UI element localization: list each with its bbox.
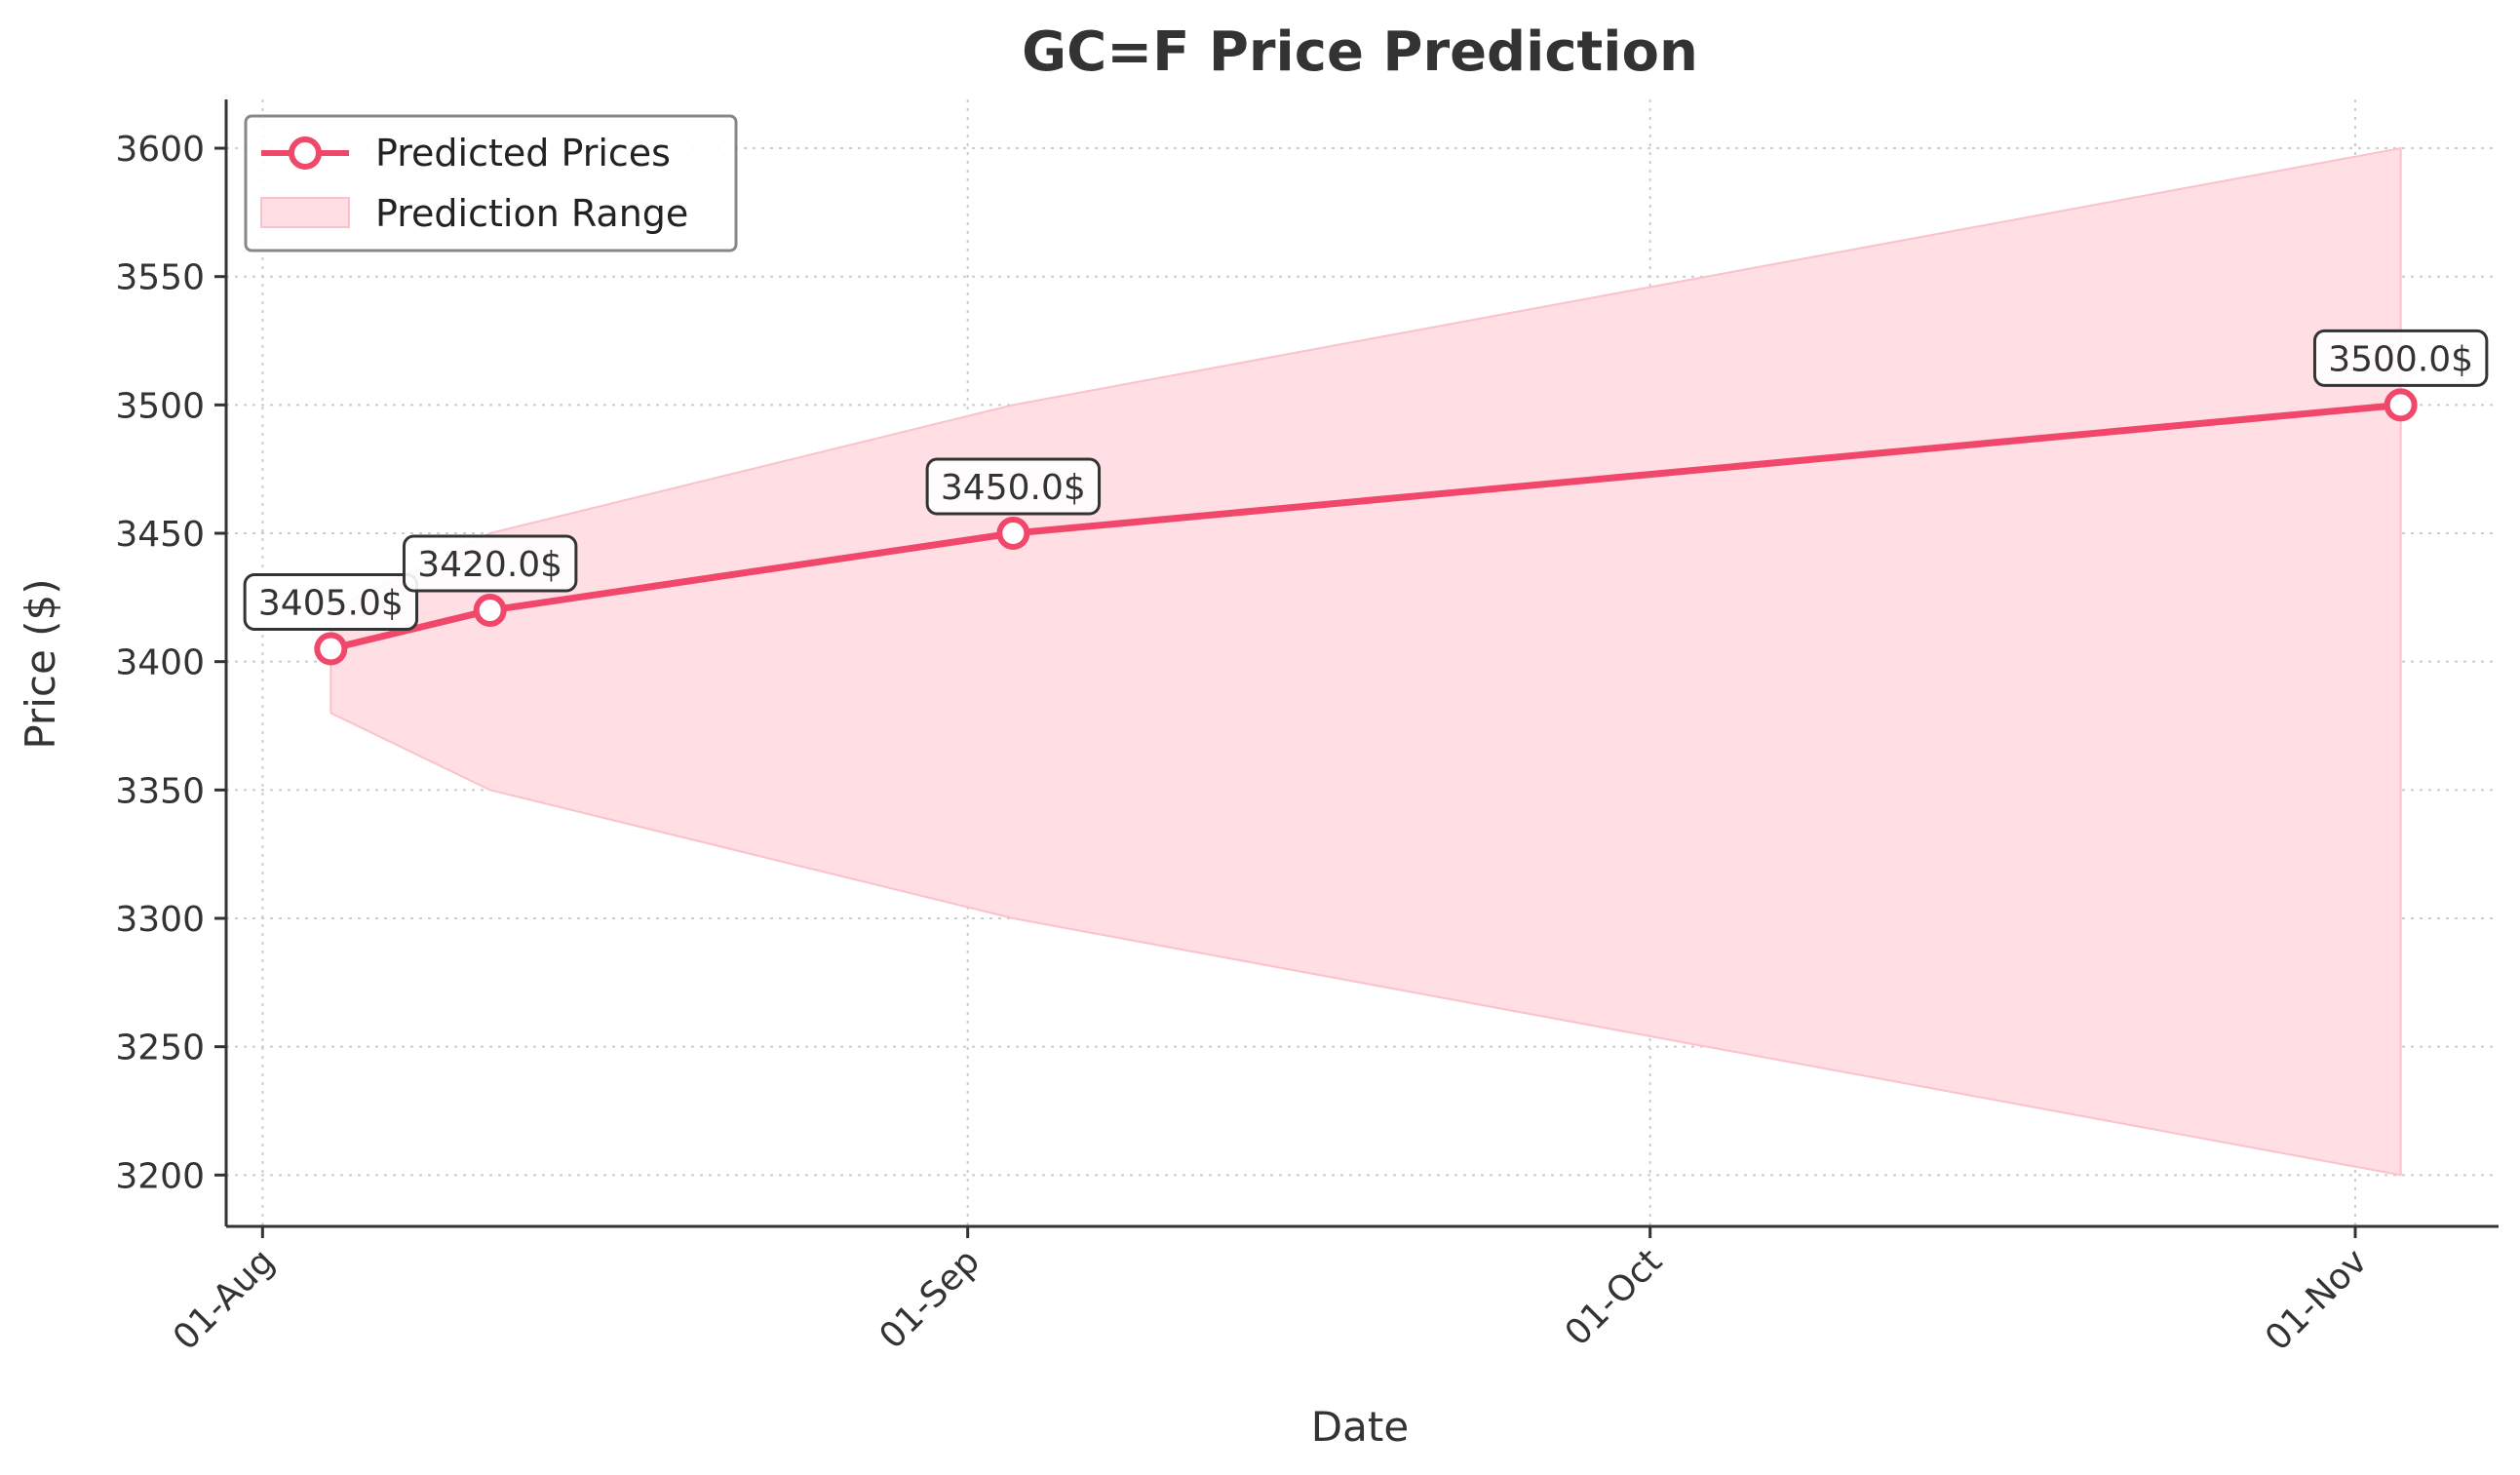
legend-range-swatch <box>260 197 350 228</box>
legend-label-range: Prediction Range <box>375 192 688 235</box>
y-tick-label: 3600 <box>115 130 205 170</box>
data-label-text: 3500.0$ <box>2328 339 2473 379</box>
x-tick-label: 01-Sep <box>872 1241 988 1357</box>
data-label-box <box>925 457 1102 516</box>
axes <box>214 99 2499 1238</box>
data-label-text: 3420.0$ <box>417 545 562 585</box>
y-tick-label: 3550 <box>115 258 205 298</box>
y-tick-label: 3200 <box>115 1156 205 1196</box>
x-tick-label: 01-Oct <box>1558 1241 1670 1353</box>
predicted-price-marker <box>996 517 1030 551</box>
data-labels: 3405.0$ 3420.0$ 3450.0$ 3500.0$ <box>243 329 2489 632</box>
data-label-text: 3405.0$ <box>258 584 404 624</box>
x-tick-label: 01-Nov <box>2258 1241 2375 1358</box>
data-label-text: 3450.0$ <box>941 468 1086 508</box>
y-axis-label: Price ($) <box>17 578 64 749</box>
prediction-range-area <box>330 146 2402 1177</box>
chart-title: GC=F Price Prediction <box>1022 20 1698 84</box>
predicted-price-marker <box>473 594 507 628</box>
data-label: 3500.0$ <box>2312 329 2489 387</box>
y-tick-label: 3500 <box>115 386 205 426</box>
data-label-box <box>2312 329 2489 387</box>
y-tick-label: 3350 <box>115 771 205 811</box>
x-axis-label: Date <box>1311 1403 1409 1451</box>
data-label: 3420.0$ <box>402 534 578 593</box>
legend-box <box>244 114 738 252</box>
predicted-price-marker <box>314 632 348 666</box>
y-tick-label: 3250 <box>115 1029 205 1068</box>
legend-label-predicted: Predicted Prices <box>375 132 671 175</box>
predicted-price-marker <box>2384 388 2418 422</box>
prediction-range-band <box>330 146 2402 1177</box>
legend-marker-swatch <box>289 136 322 170</box>
y-tick-label: 3400 <box>115 643 205 683</box>
data-label-box <box>402 534 578 593</box>
legend: Predicted Prices Prediction Range <box>244 114 738 252</box>
y-tick-label: 3450 <box>115 515 205 555</box>
data-label-box <box>243 573 419 632</box>
x-tick-label: 01-Aug <box>166 1241 283 1358</box>
y-tick-label: 3300 <box>115 900 205 940</box>
data-label: 3405.0$ <box>243 573 419 632</box>
data-label: 3450.0$ <box>925 457 1102 516</box>
